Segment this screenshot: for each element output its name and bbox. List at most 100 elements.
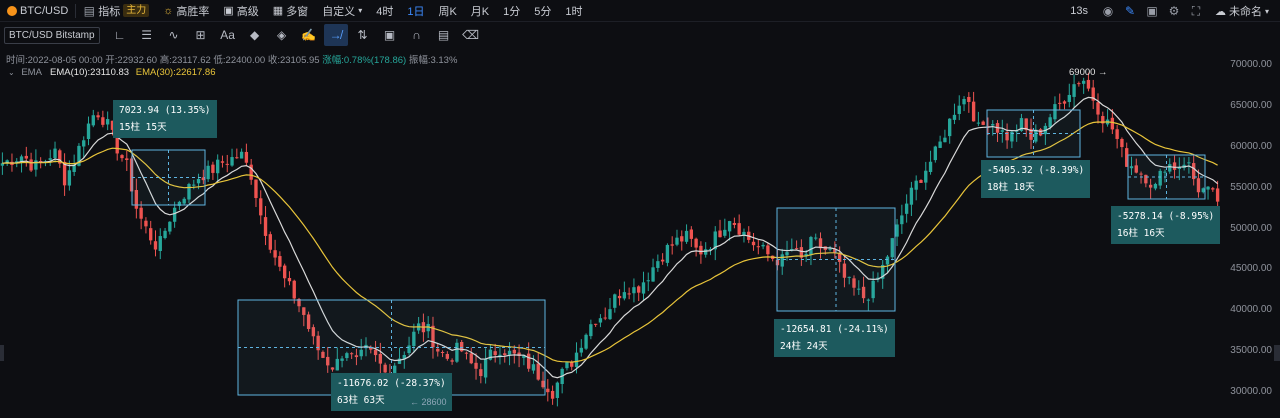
fib-tool-icon[interactable]: ◈ — [276, 28, 287, 42]
interval-1d[interactable]: 1日 — [407, 5, 425, 18]
candle-body — [1125, 148, 1129, 167]
candle-body — [393, 365, 397, 379]
candle-body — [1053, 104, 1057, 120]
gear-icon[interactable]: ⚙ — [1168, 4, 1180, 18]
win-rate-button[interactable]: ☼ 高胜率 — [163, 4, 210, 18]
candle-body — [613, 294, 617, 308]
main-badge[interactable]: 主力 — [123, 4, 150, 17]
trash-icon[interactable]: ⌫ — [462, 28, 480, 42]
folder-icon: ▣ — [223, 5, 234, 17]
collapse-icon[interactable]: ⌄ — [8, 68, 15, 77]
candle-body — [598, 318, 603, 323]
interval-5m[interactable]: 5分 — [534, 5, 552, 18]
pair-label[interactable]: BTC/USD Bitstamp — [4, 26, 100, 44]
interval-4h[interactable]: 4时 — [376, 5, 394, 18]
candle-body — [684, 230, 689, 242]
candle-body — [660, 259, 665, 262]
candle-body — [737, 223, 741, 235]
ema-legend[interactable]: ⌄ EMA EMA(10):23110.83 EMA(30):22617.86 — [8, 67, 216, 78]
candle-body — [239, 151, 244, 159]
candle-body — [201, 177, 206, 181]
candle-body — [689, 229, 694, 239]
candle-body — [761, 244, 765, 247]
pen-icon[interactable]: ✎ — [1124, 4, 1136, 18]
note-icon[interactable]: ▤ — [437, 28, 450, 42]
candle-body — [206, 165, 210, 180]
advanced-button[interactable]: ▣ 高级 — [223, 5, 259, 18]
candle-body — [163, 230, 167, 239]
candle-body — [1187, 162, 1191, 164]
candle-body — [469, 353, 473, 364]
candle-body — [297, 298, 301, 307]
candle-body — [794, 248, 799, 250]
camera-icon[interactable]: ◉ — [1102, 4, 1114, 18]
crosshair-tool-icon[interactable]: ⊞ — [195, 28, 206, 42]
top-bar: BTC/USD ▤ 指标 主力 ☼ 高胜率 ▣ 高级 ▦ 多窗 自定义 ▾ 4时… — [0, 0, 1280, 22]
projection-tool-icon[interactable]: ⇅ — [357, 28, 368, 42]
candle-body — [177, 201, 182, 206]
candle-body — [77, 145, 81, 166]
candle-body — [1000, 130, 1004, 132]
workspace-selector[interactable]: ☁ 未命名 ▾ — [1214, 5, 1269, 19]
candle-body — [354, 355, 359, 358]
candle-body — [450, 360, 454, 362]
candle-body — [460, 341, 464, 352]
cloud-icon: ☁ — [1214, 5, 1226, 18]
layout-icon[interactable]: ▣ — [1146, 4, 1158, 18]
candle-body — [1196, 178, 1201, 193]
candle-body — [550, 390, 555, 399]
candle-body — [909, 187, 914, 205]
interval-1m[interactable]: 1分 — [503, 5, 521, 18]
interval-1h[interactable]: 1时 — [565, 5, 583, 18]
wave-tool-icon[interactable]: ∿ — [168, 28, 179, 42]
candle-body — [1144, 174, 1148, 184]
candle-body — [861, 286, 866, 299]
candle-body — [1110, 117, 1115, 130]
candle-body — [211, 164, 215, 173]
candle-body — [316, 335, 320, 351]
horizontal-lines-icon[interactable]: ☰ — [141, 28, 152, 42]
candle-body — [1168, 164, 1172, 172]
multi-window-button[interactable]: ▦ 多窗 — [272, 5, 309, 18]
line-tool-icon[interactable]: ∟ — [113, 28, 126, 42]
candle-body — [943, 137, 947, 143]
candle-body — [0, 163, 5, 166]
candle-body — [335, 358, 339, 371]
lock-icon[interactable]: ▣ — [383, 28, 396, 42]
candle-body — [608, 309, 612, 320]
candle-body — [933, 146, 938, 161]
left-scroll-handle[interactable] — [0, 345, 4, 361]
fullscreen-icon[interactable]: ⛶ — [1191, 3, 1201, 18]
right-scroll-handle[interactable] — [1274, 345, 1280, 361]
candle-body — [19, 156, 24, 162]
candle-body — [1163, 171, 1167, 173]
magnet-icon[interactable]: ∩ — [412, 28, 421, 42]
candle-body — [507, 350, 512, 355]
candle-body — [82, 140, 86, 147]
text-tool-icon[interactable]: Aa — [220, 28, 235, 42]
candle-body — [110, 120, 115, 130]
candle-body — [96, 115, 100, 118]
ruler-tool-icon[interactable]: ✍ — [301, 28, 317, 42]
candle-body — [1019, 118, 1024, 131]
pattern-tool-icon[interactable]: ◆ — [249, 28, 260, 42]
y-tick-label: 45000.00 — [1230, 263, 1272, 275]
y-tick-label: 60000.00 — [1230, 140, 1272, 152]
measure-tool-icon[interactable]: ↛ — [323, 24, 348, 46]
symbol-selector[interactable]: BTC/USD — [0, 0, 75, 22]
candle-body — [555, 382, 560, 398]
indicators-button[interactable]: ▤ 指标 主力 — [76, 0, 156, 22]
candle-body — [732, 222, 737, 225]
custom-interval-button[interactable]: 自定义 ▾ — [322, 5, 363, 18]
y-tick-label: 30000.00 — [1230, 386, 1272, 397]
chevron-down-icon: ▾ — [1264, 6, 1269, 16]
interval-week[interactable]: 周K — [438, 5, 457, 18]
candle-body — [263, 217, 268, 236]
candle-body — [330, 367, 335, 370]
candle-body — [1091, 87, 1095, 101]
candle-body — [885, 256, 890, 265]
interval-month[interactable]: 月K — [470, 5, 490, 18]
measure-box-3[interactable] — [776, 207, 896, 312]
candle-body — [574, 352, 579, 368]
